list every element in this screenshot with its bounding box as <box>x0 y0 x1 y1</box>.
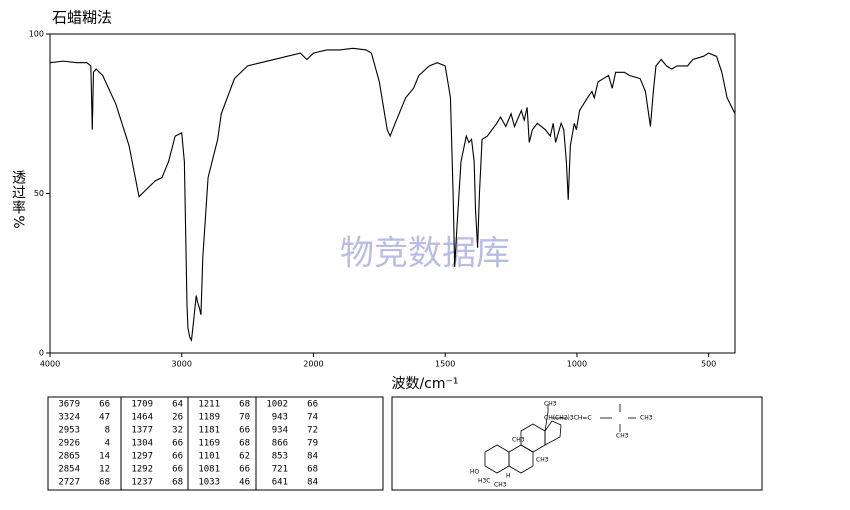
peak-transmittance: 62 <box>239 452 250 462</box>
x-tick-label: 3000 <box>172 360 192 369</box>
peak-wavenumber: 866 <box>272 439 288 449</box>
structure-label: CH3 <box>640 415 653 422</box>
peak-transmittance: 72 <box>307 426 318 436</box>
chart-title: 石蜡糊法 <box>52 9 112 27</box>
peak-wavenumber: 1377 <box>131 426 153 436</box>
peak-transmittance: 68 <box>239 400 250 410</box>
peak-wavenumber: 943 <box>272 413 288 423</box>
peak-transmittance: 79 <box>307 439 318 449</box>
peak-transmittance: 68 <box>239 439 250 449</box>
peak-wavenumber: 1211 <box>198 400 220 410</box>
peak-transmittance: 84 <box>307 452 318 462</box>
peak-transmittance: 66 <box>172 439 183 449</box>
peak-wavenumber: 1101 <box>198 452 220 462</box>
structure-label: HO <box>470 469 480 476</box>
peak-wavenumber: 1181 <box>198 426 220 436</box>
peak-wavenumber: 2854 <box>58 465 80 475</box>
peak-wavenumber: 1081 <box>198 465 220 475</box>
peak-transmittance: 68 <box>99 478 110 488</box>
x-tick-label: 2000 <box>303 360 323 369</box>
peak-wavenumber: 1297 <box>131 452 153 462</box>
structure-label: CH3 <box>544 401 557 408</box>
peak-transmittance: 84 <box>307 478 318 488</box>
structure-label: CH3 <box>536 457 549 464</box>
peak-wavenumber: 1189 <box>198 413 220 423</box>
plot-frame <box>49 33 736 354</box>
peak-transmittance: 66 <box>172 452 183 462</box>
peak-transmittance: 66 <box>239 426 250 436</box>
peak-transmittance: 70 <box>239 413 250 423</box>
peak-wavenumber: 2926 <box>58 439 80 449</box>
peak-wavenumber: 641 <box>272 478 288 488</box>
peak-wavenumber: 1709 <box>131 400 153 410</box>
peak-transmittance: 68 <box>307 465 318 475</box>
y-axis-label: 透过率% <box>10 170 26 229</box>
peak-transmittance: 68 <box>172 478 183 488</box>
y-tick-label: 50 <box>34 189 44 198</box>
peak-wavenumber: 2727 <box>58 478 80 488</box>
structure-drawing <box>484 404 636 474</box>
peak-wavenumber: 1304 <box>131 439 153 449</box>
x-tick-label: 1000 <box>567 360 587 369</box>
x-tick-label: 500 <box>701 360 716 369</box>
y-tick-label: 0 <box>39 349 44 358</box>
peak-transmittance: 14 <box>99 452 110 462</box>
peak-transmittance: 66 <box>239 465 250 475</box>
peak-transmittance: 66 <box>172 465 183 475</box>
watermark: 物竞数据库 <box>340 234 510 274</box>
structure-label: H <box>506 473 511 480</box>
peak-transmittance: 47 <box>99 413 110 423</box>
peak-transmittance: 66 <box>307 400 318 410</box>
spectrum-line <box>49 47 736 342</box>
peak-wavenumber: 934 <box>272 426 288 436</box>
structure-frame <box>391 396 763 491</box>
peak-wavenumber: 3679 <box>58 400 80 410</box>
x-tick-label: 4000 <box>40 360 60 369</box>
peak-transmittance: 8 <box>105 426 110 436</box>
peak-table-frame <box>47 396 384 491</box>
peak-wavenumber: 1464 <box>131 413 153 423</box>
x-axis-label: 波数/cm⁻¹ <box>391 376 458 392</box>
peak-wavenumber: 2865 <box>58 452 80 462</box>
structure-label: H3C <box>478 478 491 485</box>
peak-wavenumber: 1237 <box>131 478 153 488</box>
peak-wavenumber: 1033 <box>198 478 220 488</box>
structure-label: CH3 <box>616 433 629 440</box>
peak-transmittance: 74 <box>307 413 318 423</box>
structure-label: CH3 <box>494 482 507 489</box>
x-tick-label: 1500 <box>435 360 455 369</box>
peak-wavenumber: 721 <box>272 465 288 475</box>
peak-wavenumber: 1169 <box>198 439 220 449</box>
structure-label: CH(CH2)3CH=C <box>544 415 592 422</box>
y-tick-label: 100 <box>29 30 44 39</box>
peak-wavenumber: 853 <box>272 452 288 462</box>
peak-wavenumber: 1002 <box>266 400 288 410</box>
peak-transmittance: 4 <box>105 439 110 449</box>
peak-transmittance: 66 <box>99 400 110 410</box>
peak-transmittance: 12 <box>99 465 110 475</box>
peak-wavenumber: 2953 <box>58 426 80 436</box>
structure-label: CH3 <box>512 437 525 444</box>
peak-transmittance: 26 <box>172 413 183 423</box>
peak-transmittance: 32 <box>172 426 183 436</box>
peak-wavenumber: 1292 <box>131 465 153 475</box>
peak-wavenumber: 3324 <box>58 413 80 423</box>
peak-transmittance: 46 <box>239 478 250 488</box>
peak-transmittance: 64 <box>172 400 183 410</box>
